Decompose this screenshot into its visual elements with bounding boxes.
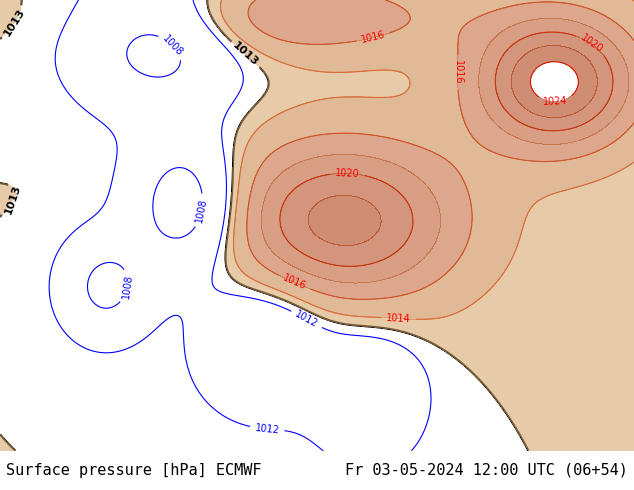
Text: 1013: 1013 (1, 7, 27, 38)
Text: 1008: 1008 (161, 33, 185, 58)
Text: 1016: 1016 (453, 60, 463, 85)
Text: 1014: 1014 (386, 313, 411, 324)
Text: 1008: 1008 (194, 197, 209, 223)
Text: 1008: 1008 (120, 273, 134, 299)
Text: 1012: 1012 (294, 309, 320, 330)
Text: 1024: 1024 (543, 96, 568, 107)
Text: 1020: 1020 (579, 33, 605, 55)
Text: Fr 03-05-2024 12:00 UTC (06+54): Fr 03-05-2024 12:00 UTC (06+54) (345, 463, 628, 478)
Text: 1012: 1012 (254, 423, 280, 435)
Text: 1016: 1016 (360, 30, 386, 46)
Text: Surface pressure [hPa] ECMWF: Surface pressure [hPa] ECMWF (6, 463, 262, 478)
Text: 1020: 1020 (335, 168, 360, 179)
Text: 1016: 1016 (281, 273, 308, 292)
Text: 1013: 1013 (231, 40, 261, 68)
Text: 1013: 1013 (3, 183, 23, 216)
